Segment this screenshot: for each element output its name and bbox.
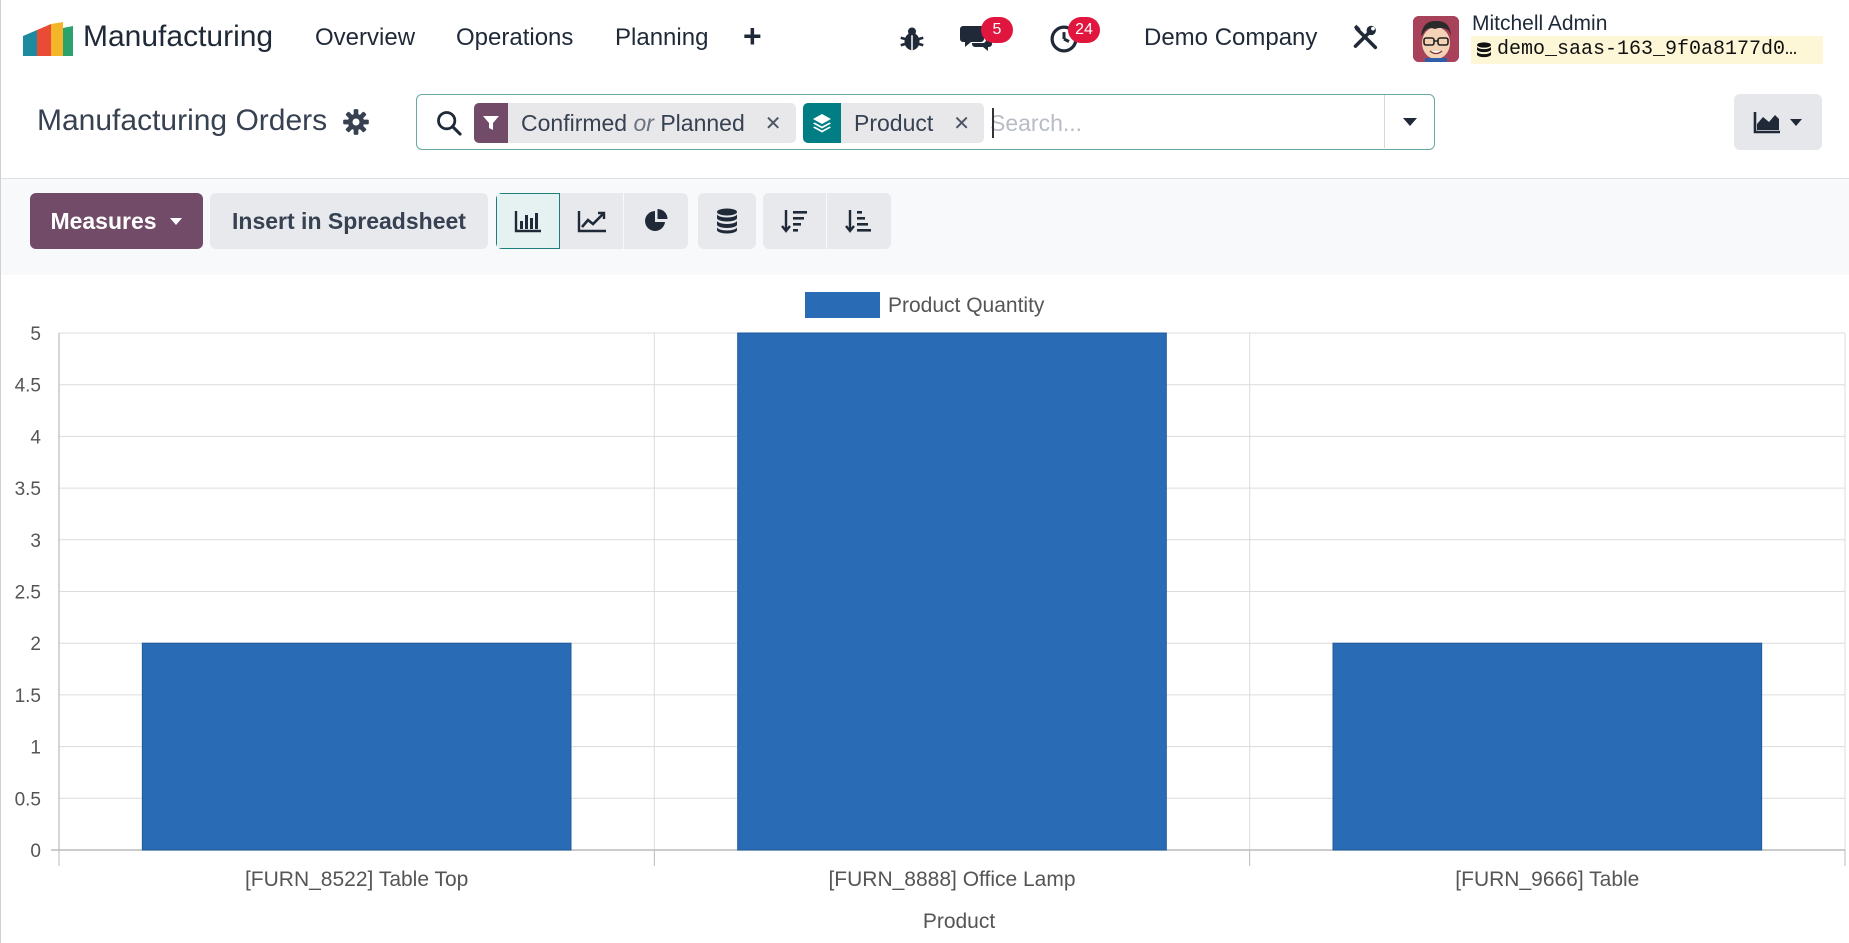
x-axis-title: Product [923,910,996,933]
gear-icon[interactable] [342,108,370,136]
search-options-toggle[interactable] [1384,95,1434,148]
search-bar[interactable]: Confirmed or Planned ✕ Product ✕ [416,94,1435,150]
sort-ascending-icon [845,210,871,233]
user-name[interactable]: Mitchell Admin [1472,12,1608,35]
chart-type-group [496,193,688,249]
line-chart-icon [577,211,606,233]
y-tick-label: 0 [30,841,41,862]
filter-icon [474,103,508,143]
insert-label: Insert in Spreadsheet [232,207,466,234]
y-tick-label: 2 [30,634,41,655]
facet-or: or [633,109,654,136]
y-tick-label: 3 [30,531,41,552]
messages-badge: 5 [981,17,1013,43]
x-tick-label: [FURN_9666] Table [1455,868,1639,891]
app-name[interactable]: Manufacturing [83,20,274,53]
bar [141,642,572,851]
caret-down-icon [1402,117,1417,126]
caret-down-icon [1790,118,1802,126]
menu-plus-icon[interactable]: + [743,18,762,54]
avatar[interactable] [1413,16,1459,62]
developer-tools-icon[interactable] [1352,24,1380,52]
menu-planning[interactable]: Planning [615,24,709,51]
company-switcher[interactable]: Demo Company [1144,24,1318,51]
text-cursor [992,108,994,138]
y-tick-label: 4 [30,427,41,448]
area-chart-icon [1753,112,1780,134]
database-name: demo_saas-163_9f0a8177d0… [1471,36,1823,64]
measures-button[interactable]: Measures [30,193,203,249]
sort-descending-icon [780,210,807,233]
bar-chart-icon [514,211,541,233]
caret-down-icon [169,217,182,225]
database-label: demo_saas-163_9f0a8177d0… [1497,38,1798,61]
facet-value-confirmed: Confirmed [521,109,628,136]
y-tick-label: 2.5 [15,583,41,604]
sort-ascending-button[interactable] [827,193,891,249]
y-tick-label: 1 [30,738,41,759]
bar-chart: 0 0.5 1 1.5 2 2.5 3 3.5 4 4.5 5 [FURN_8522] Table T… [15,292,1846,933]
x-tick-label: [FURN_8888] Office Lamp [828,868,1075,891]
pie-chart-button[interactable] [624,193,688,249]
bug-icon[interactable] [897,24,927,54]
y-tick-label: 3.5 [15,479,41,500]
y-tick-label: 5 [30,324,41,345]
facet-product-label: Product [854,109,934,136]
stacked-button[interactable] [698,193,756,249]
bar [1332,642,1763,851]
legend-swatch [805,292,880,318]
manufacturing-app-icon[interactable] [23,22,73,56]
menu-overview[interactable]: Overview [315,24,416,51]
facet-status-label: Confirmed or Planned [508,110,745,137]
bar [737,332,1167,851]
stacked-icon [717,208,737,234]
top-navbar: Manufacturing Overview Operations Planni… [1,0,1849,78]
sort-group [763,193,891,249]
stacked-group [698,193,756,249]
graph-view-switcher[interactable] [1734,94,1822,150]
search-input[interactable] [990,107,1370,139]
bar-chart-button[interactable] [496,193,560,249]
y-tick-label: 4.5 [15,376,41,397]
database-icon [1477,42,1491,58]
layers-icon [803,103,841,143]
facet-status-filter[interactable]: Confirmed or Planned ✕ [474,103,796,143]
sort-descending-button[interactable] [763,193,827,249]
pie-chart-icon [645,209,668,231]
facet-value-planned: Planned [660,109,745,136]
y-tick-label: 1.5 [15,686,41,707]
measures-label: Measures [50,207,157,234]
legend-label: Product Quantity [888,294,1045,317]
line-chart-button[interactable] [560,193,624,249]
activities-badge: 24 [1068,17,1100,43]
facet-remove-icon[interactable]: ✕ [953,112,971,135]
y-tick-label: 0.5 [15,789,41,810]
x-tick-label: [FURN_8522] Table Top [245,868,468,891]
insert-in-spreadsheet-button[interactable]: Insert in Spreadsheet [210,193,488,249]
facet-groupby-product[interactable]: Product ✕ [803,103,985,143]
search-icon[interactable] [435,109,463,137]
page-title: Manufacturing Orders [37,104,328,137]
facet-remove-icon[interactable]: ✕ [764,112,782,135]
menu-operations[interactable]: Operations [456,24,574,51]
